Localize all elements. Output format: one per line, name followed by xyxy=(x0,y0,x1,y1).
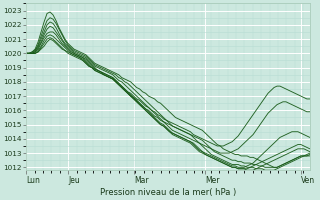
X-axis label: Pression niveau de la mer( hPa ): Pression niveau de la mer( hPa ) xyxy=(100,188,236,197)
